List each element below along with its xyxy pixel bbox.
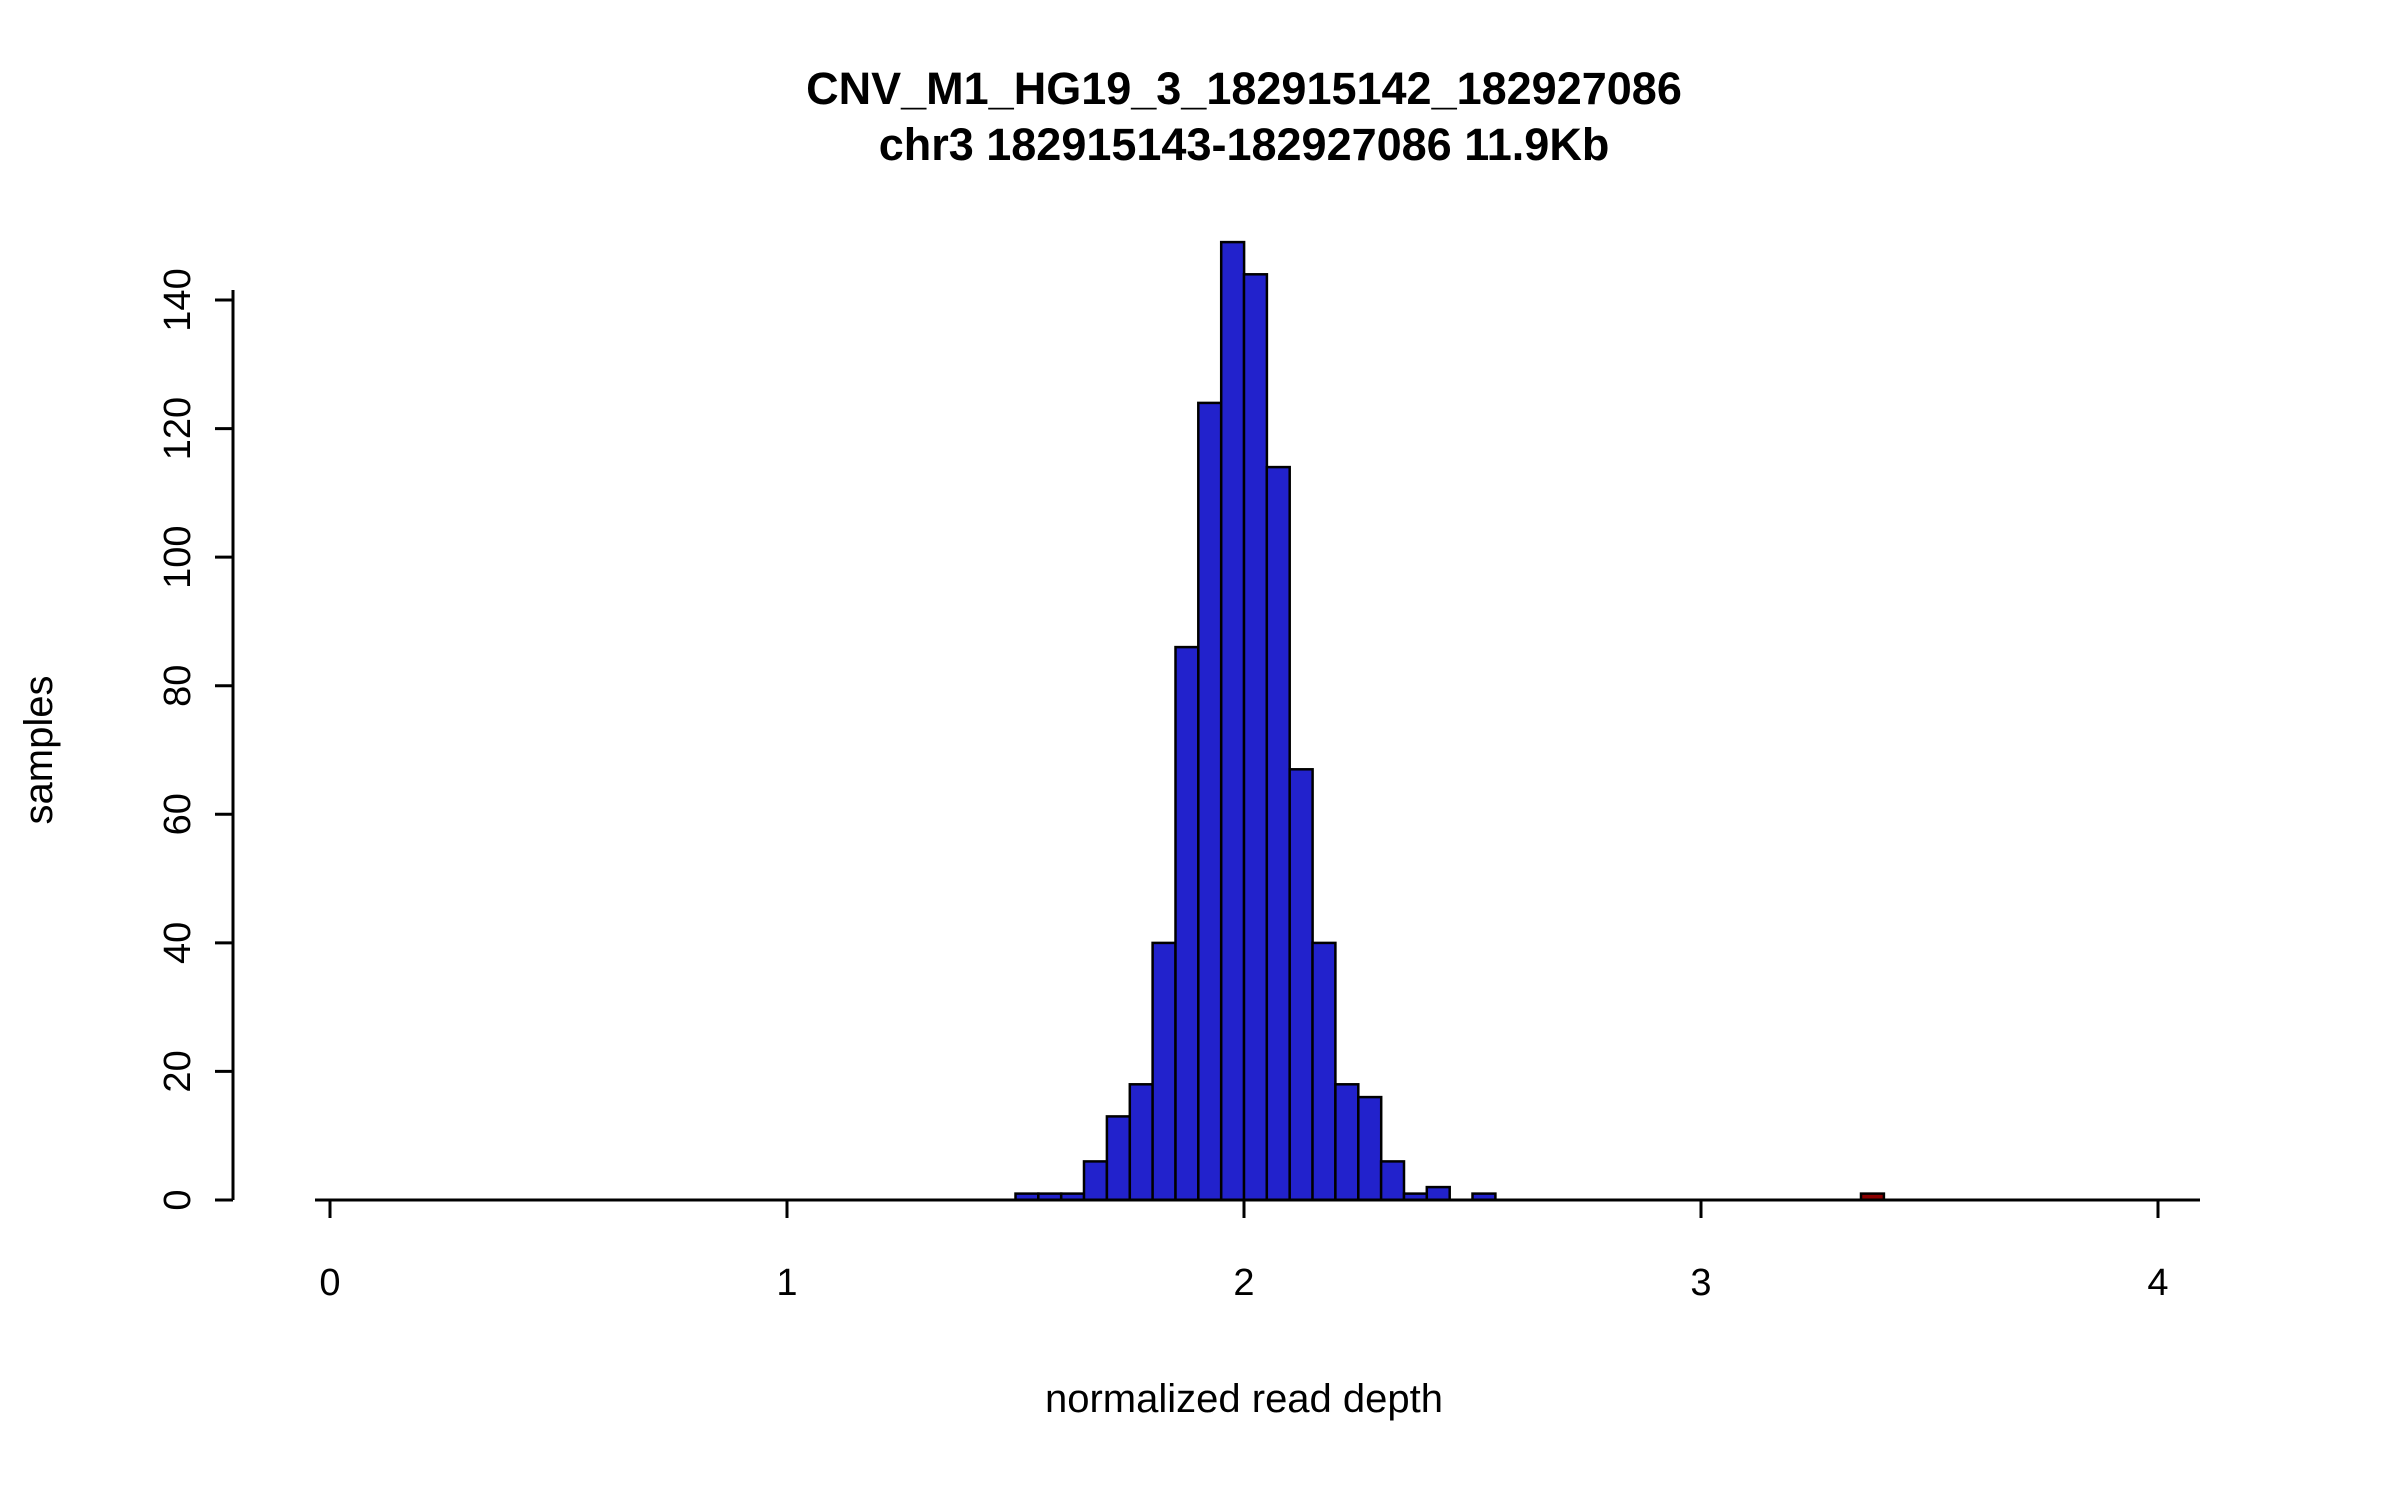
x-tick-label: 1: [776, 1262, 797, 1304]
histogram-bar: [1128, 1083, 1154, 1202]
x-tick-label: 0: [319, 1262, 340, 1304]
y-tick-label: 60: [157, 793, 199, 835]
histogram-bars: [1014, 240, 1886, 1202]
x-tick-label: 3: [1690, 1262, 1711, 1304]
chart-title-line2: chr3 182915143-182927086 11.9Kb: [879, 119, 1610, 170]
histogram-bar: [1265, 465, 1291, 1202]
chart-title-line1: CNV_M1_HG19_3_182915142_182927086: [806, 63, 1682, 114]
histogram-bar: [1288, 768, 1314, 1202]
histogram-bar: [1242, 273, 1269, 1202]
histogram-bar: [1219, 240, 1246, 1202]
y-tick-label: 40: [157, 922, 199, 964]
histogram-bar: [1105, 1115, 1132, 1202]
x-tick-label: 4: [2147, 1262, 2168, 1304]
y-tick-label: 80: [157, 665, 199, 707]
x-axis: 0 1 2 3 4: [315, 1198, 2200, 1304]
histogram-bar: [1082, 1160, 1109, 1202]
y-axis-label: samples: [17, 676, 61, 825]
histogram-bar: [1311, 941, 1337, 1202]
histogram-bar: [1425, 1185, 1451, 1202]
x-axis-label: normalized read depth: [1045, 1377, 1443, 1421]
y-tick-label: 20: [157, 1050, 199, 1092]
y-tick-label: 100: [157, 525, 199, 588]
y-tick-label: 140: [157, 268, 199, 331]
histogram-bar: [1379, 1160, 1406, 1202]
y-tick-label: 0: [157, 1189, 199, 1210]
y-tick-label: 120: [157, 397, 199, 460]
x-tick-label: 2: [1233, 1262, 1254, 1304]
histogram-bar: [1334, 1083, 1360, 1202]
histogram-bar: [1357, 1095, 1383, 1202]
y-axis: 0 20 40 60 80 100 120 140: [157, 268, 235, 1211]
histogram-bar: [1174, 645, 1200, 1202]
histogram-bar: [1151, 941, 1177, 1202]
histogram-bar: [1197, 401, 1223, 1202]
